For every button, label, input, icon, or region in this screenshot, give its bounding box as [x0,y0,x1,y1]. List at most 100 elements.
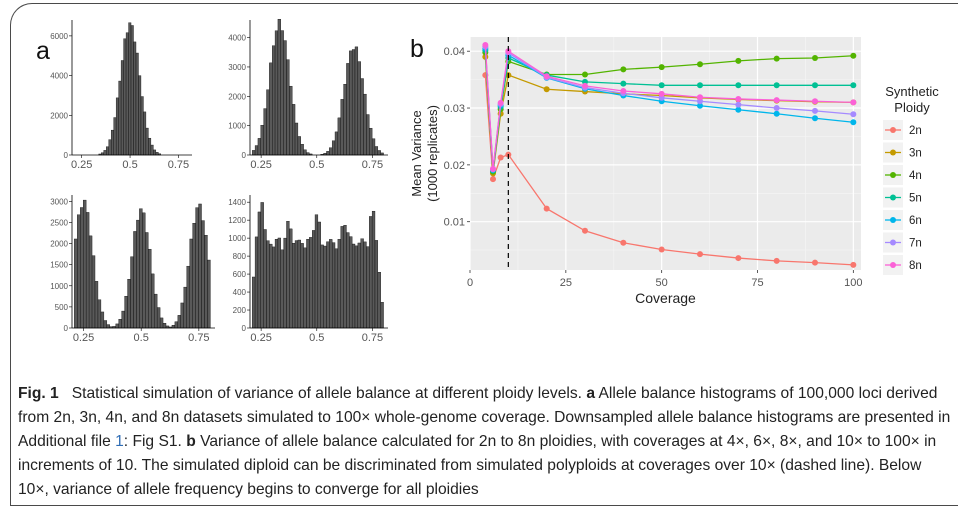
legend-title-line2: Ploidy [894,100,930,115]
data-point [812,259,818,266]
x-tick-label: 100 [844,277,862,289]
data-point [490,165,496,172]
x-tick-label: 0.25 [71,159,92,171]
data-point [735,106,742,113]
x-tick-label: 75 [751,277,763,289]
y-tick-label: 0.02 [444,160,465,172]
data-point [620,80,627,87]
x-tick-label: 50 [656,277,668,289]
x-tick-label: 0 [467,277,473,289]
caption-a-text-2: : Fig S1. [123,433,182,450]
caption-a-text-1: Allele balance histograms of 100,000 loc… [18,385,951,450]
data-point [658,90,665,97]
legend-item-4n: 4n [883,165,922,185]
caption-b-text: Variance of allele balance calculated fo… [18,433,937,498]
data-point [620,66,627,73]
legend-key-dot [890,262,896,268]
legend-label: 3n [909,148,922,160]
caption-b-label: b [186,433,196,450]
legend-item-3n: 3n [883,142,922,163]
data-point [735,255,742,262]
data-point [658,246,665,253]
legend-key-dot [890,172,896,178]
panel-a-label: a [36,37,50,65]
x-tick-label: 25 [560,277,572,289]
data-point [697,61,703,68]
y-tick-label: 0.01 [444,217,465,229]
legend-item-2n: 2n [883,120,922,140]
y-tick-label: 0 [242,324,247,333]
x-tick-label: 0.75 [362,332,383,344]
figure-caption: Fig. 1 Statistical simulation of varianc… [18,382,953,502]
y-tick-label: 4000 [228,34,246,43]
y-tick-label: 1500 [50,261,68,270]
caption-fig-label: Fig. 1 [18,385,59,402]
histogram-2n: 0 2000 4000 6000 0.25 0.5 0.75 [50,20,192,171]
variance-line-chart: 0.01 0.02 0.03 0.04 0 25 50 75 100 Coverage Mean V… [409,37,939,306]
y-tick-label: 2000 [228,92,246,101]
legend-item-6n: 6n [883,210,922,230]
x-tick-label: 0.25 [250,159,271,171]
series-8n [482,41,857,172]
y-tick-label: 1000 [228,234,246,243]
histogram-8n: 0 200 400 600 800 1000 1200 1400 0.25 0.5 0.75 [228,195,388,344]
y-tick-label: 6000 [50,32,68,41]
x-tick-label: 0.5 [134,332,149,344]
legend-key-dot [890,194,896,201]
x-tick-label: 0.5 [122,159,137,171]
y-tick-label: 4000 [50,72,68,81]
legend-key-dot [890,217,896,223]
x-tick-label: 0.5 [309,332,324,344]
legend-label: 5n [909,193,922,205]
data-point [773,110,780,117]
x-axis-title: Coverage [635,290,696,306]
y-tick-label: 0.03 [444,103,465,115]
figure-frame [10,3,958,506]
data-point [482,41,489,48]
data-point [812,98,818,105]
legend-item-7n: 7n [883,232,922,253]
data-point [850,261,857,268]
data-point [812,115,818,122]
data-point [620,239,627,246]
data-point [812,82,818,89]
y-tick-label: 400 [233,288,247,297]
x-tick-label: 0.75 [168,159,189,171]
caption-a-label: a [586,385,596,402]
data-point [773,105,780,112]
data-point [497,154,504,161]
data-point [850,119,857,126]
legend-key-dot [890,239,896,246]
y-tick-label: 3000 [228,63,246,72]
histogram-4n: 0 500 1000 1500 2000 2500 3000 0.25 0.5 0.75 [50,195,215,344]
y-axis-title-line1: Mean Variance [409,110,424,196]
y-tick-label: 2000 [50,111,68,120]
legend-item-5n: 5n [883,187,922,208]
legend-label: 6n [909,215,922,227]
data-point [582,227,588,234]
histogram-3n: 0 1000 2000 3000 4000 0.25 0.5 0.75 [228,18,388,171]
y-axis-title-line2: (1000 replicates) [425,105,440,202]
data-point [543,205,550,212]
data-point [773,97,780,104]
panel-b-label: b [410,35,424,63]
data-point [505,48,512,55]
data-point [812,55,818,62]
y-tick-label: 0.04 [444,46,465,58]
data-point [543,86,550,93]
data-point [658,82,665,89]
data-point [490,176,496,183]
y-tick-label: 800 [233,252,247,261]
legend-label: 8n [909,260,922,272]
y-tick-label: 1400 [228,198,246,207]
y-tick-label: 200 [233,306,247,315]
legend-label: 7n [909,238,922,250]
y-tick-label: 0 [64,151,69,160]
legend-key-dot [890,149,896,156]
x-tick-label: 0.25 [73,332,94,344]
legend-label: 2n [909,125,922,137]
additional-file-link[interactable]: 1 [115,433,124,450]
data-point [773,55,780,62]
data-point [735,57,742,64]
y-tick-label: 1000 [228,122,246,131]
